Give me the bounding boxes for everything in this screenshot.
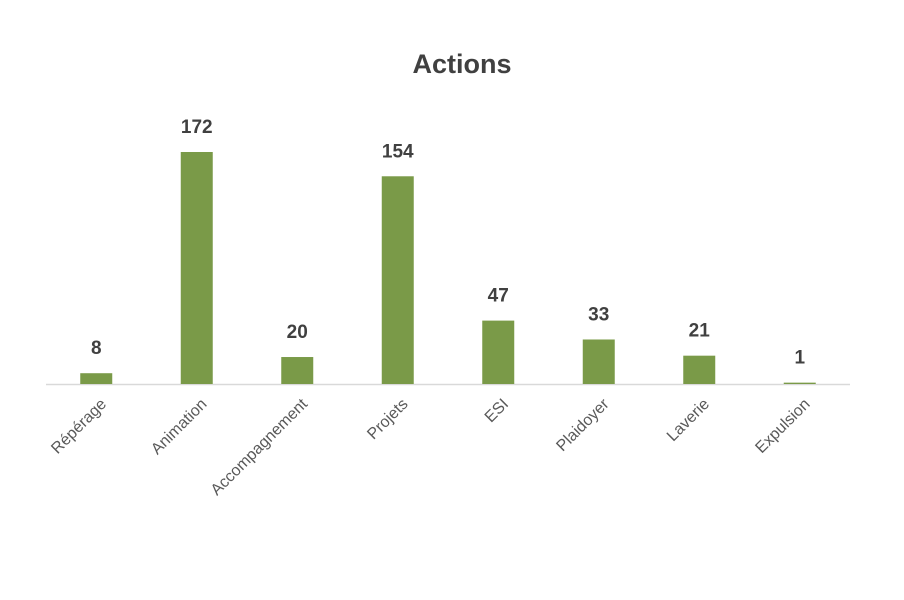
x-tick-label: Projets [364,396,411,443]
data-label: 172 [181,117,213,138]
x-tick-label: Accompagnement [208,395,312,499]
x-tick-label: Plaidoyer [553,395,613,455]
bar [80,373,113,384]
x-tick-label: Laverie [664,396,713,445]
bar [582,339,615,384]
data-label: 20 [287,322,308,343]
chart-title: Actions [412,49,511,79]
bar [180,152,213,384]
data-label: 154 [382,141,414,162]
data-label: 33 [588,305,609,326]
x-tick-label: Répérage [48,396,110,458]
data-label: 47 [488,286,509,307]
bar [783,382,816,384]
bar [381,176,414,384]
bar [683,355,716,384]
x-tick-label: ESI [482,396,512,426]
x-tick-label: Expulsion [752,396,813,457]
data-label: 8 [91,338,102,359]
data-label: 1 [794,348,805,369]
bar [482,320,515,384]
x-tick-label: Animation [148,396,210,458]
bar [281,357,314,384]
data-label: 21 [689,321,711,342]
